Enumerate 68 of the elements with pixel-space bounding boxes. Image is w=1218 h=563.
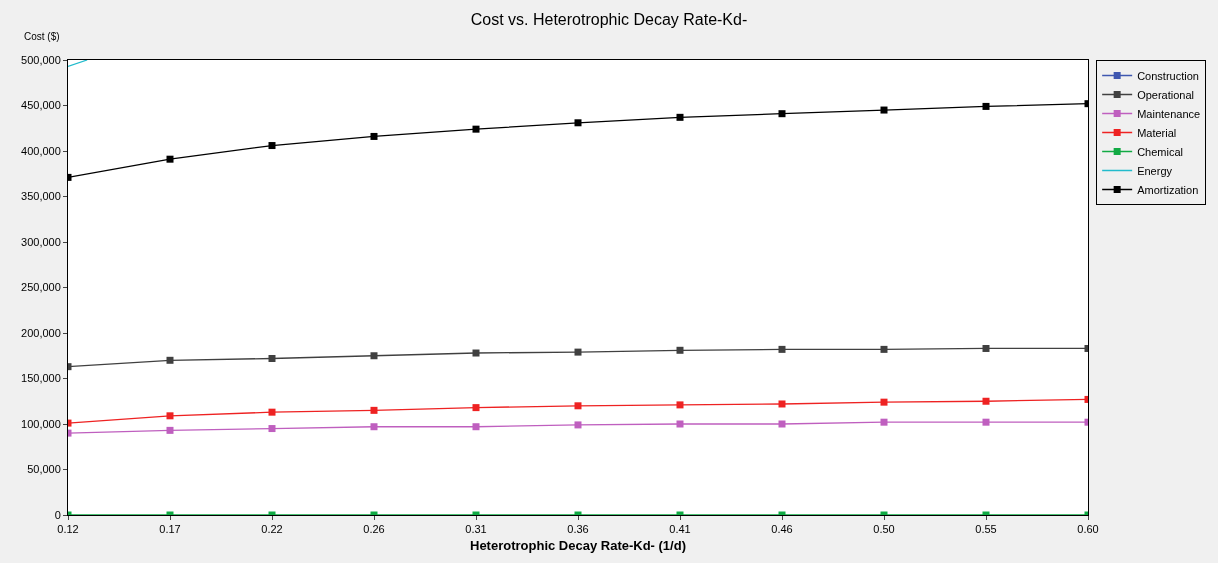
point [166,155,174,163]
x-tick-label: 0.60 [1077,523,1099,536]
chart-title: Cost vs. Heterotrophic Decay Rate-Kd- [470,11,748,29]
y-tick-label: 500,000 [21,53,61,66]
point [778,345,786,353]
point [778,420,786,428]
legend-label: Material [1137,126,1177,139]
legend-label: Energy [1137,164,1173,177]
point [268,425,276,433]
legend-label: Construction [1137,69,1199,82]
x-tick-label: 0.46 [771,523,793,536]
point [472,349,480,357]
point [778,110,786,118]
point [982,418,990,426]
point [676,346,684,354]
point [574,348,582,356]
x-tick-label: 0.41 [669,523,691,536]
y-tick-label: 150,000 [21,372,61,385]
x-axis-title: Heterotrophic Decay Rate-Kd- (1/d) [470,537,686,553]
x-tick-label: 0.31 [465,523,487,536]
y-tick-label: 200,000 [21,326,61,339]
point [472,125,480,133]
y-tick-label: 250,000 [21,281,61,294]
legend-label: Amortization [1137,183,1199,196]
point [268,408,276,416]
y-tick-label: 100,000 [21,417,61,430]
x-tick-label: 0.22 [261,523,283,536]
point [880,106,888,114]
y-tick-label: 300,000 [21,235,61,248]
point [166,356,174,364]
point [982,102,990,110]
point [880,398,888,406]
point [268,354,276,362]
y-tick-label: 450,000 [21,99,61,112]
x-tick-label: 0.36 [567,523,589,536]
point [166,412,174,420]
x-tick-label: 0.50 [873,523,895,536]
y-axis-title: Cost ($) [24,31,60,42]
point [472,404,480,412]
legend-label: Operational [1137,88,1195,101]
point [268,142,276,150]
point [574,119,582,127]
legend-label: Chemical [1137,145,1184,158]
x-tick-label: 0.26 [363,523,385,536]
y-tick-label: 350,000 [21,190,61,203]
y-tick-label: 50,000 [27,463,61,476]
legend-label: Maintenance [1137,107,1201,120]
point [676,401,684,409]
point [574,402,582,410]
point [982,397,990,405]
point [166,426,174,434]
point [778,400,786,408]
point [370,423,378,431]
point [370,406,378,414]
x-tick-label: 0.17 [159,523,181,536]
point [370,132,378,140]
point [472,423,480,431]
point [880,345,888,353]
point [370,352,378,360]
x-tick-label: 0.55 [975,523,997,536]
x-tick-label: 0.12 [57,523,79,536]
y-tick-label: 0 [54,508,61,521]
point [574,421,582,429]
point [676,420,684,428]
point [880,418,888,426]
point [676,113,684,121]
point [982,344,990,352]
y-tick-label: 400,000 [21,144,61,157]
